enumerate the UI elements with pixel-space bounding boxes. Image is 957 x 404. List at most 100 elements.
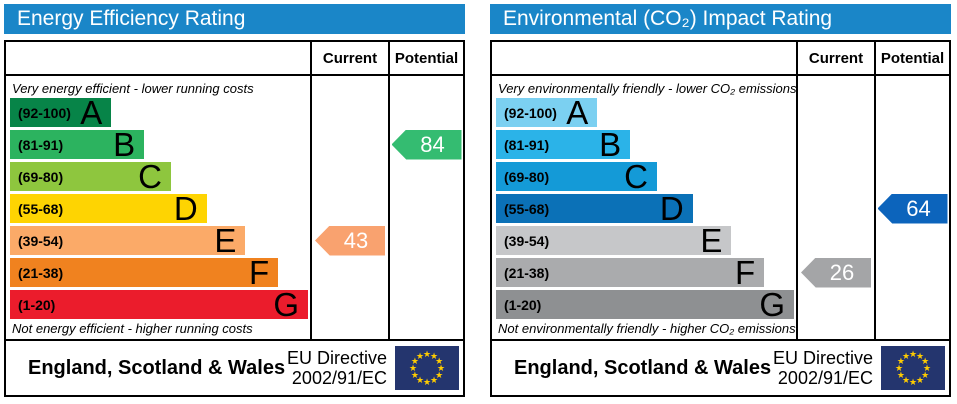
eu-flag-icon: ★ ★ ★ ★ ★ ★ ★ ★ ★ ★ ★ ★ <box>881 346 945 390</box>
potential-column-header: Potential <box>388 42 463 74</box>
top-note: Very energy efficient - lower running co… <box>12 81 254 96</box>
band-range-label: (92-100) <box>504 104 557 121</box>
rating-table: Current Potential Very energy efficient … <box>4 40 465 397</box>
band-letter: A <box>566 94 589 131</box>
rating-band-b: (81-91) B <box>496 126 631 163</box>
band-range-label: (81-91) <box>504 136 550 153</box>
eu-star-icon: ★ <box>422 377 432 387</box>
rating-band-d: (55-68) D <box>10 190 207 227</box>
band-range-label: (92-100) <box>18 104 71 121</box>
rating-bands: (92-100) A (81-91) B (69-80) C (55-68) D (39-54)… <box>6 94 310 323</box>
band-range-label: (21-38) <box>504 264 550 281</box>
eu-star-icon: ★ <box>429 350 439 361</box>
band-range-label: (39-54) <box>18 232 64 249</box>
band-letter: C <box>138 158 162 195</box>
band-letter: G <box>759 286 785 323</box>
eu-star-icon: ★ <box>415 375 425 386</box>
region-label: England, Scotland & Wales <box>514 356 772 379</box>
rating-band-e: (39-54) E <box>496 222 732 259</box>
eu-directive-line1: EU Directive <box>772 348 873 368</box>
eu-star-icon: ★ <box>915 375 925 386</box>
potential-value-column: 84 <box>388 76 463 339</box>
rating-band-a: (92-100) A <box>10 94 112 131</box>
eu-directive-label: EU Directive 2002/91/EC <box>287 348 387 388</box>
rating-bands: (92-100) A (81-91) B (69-80) C (55-68) D (39-54)… <box>492 94 796 323</box>
eu-star-icon: ★ <box>435 370 444 380</box>
band-letter: D <box>173 190 198 227</box>
rating-band-f: (21-38) F <box>10 254 279 291</box>
band-range-label: (39-54) <box>504 232 550 249</box>
band-letter: C <box>624 158 648 195</box>
eu-star-icon: ★ <box>415 350 425 361</box>
band-range-label: (55-68) <box>18 200 64 217</box>
rating-band-f: (21-38) F <box>496 254 765 291</box>
current-rating-arrow: 26 <box>801 257 871 288</box>
energy-efficiency-rating-panel: Energy Efficiency Rating Current Potenti… <box>4 4 465 397</box>
band-letter: B <box>599 126 622 163</box>
header-empty-cell <box>492 42 796 74</box>
top-note: Very environmentally friendly - lower CO… <box>498 81 797 96</box>
band-range-label: (69-80) <box>18 168 64 185</box>
band-range-label: (1-20) <box>504 296 542 313</box>
band-letter: B <box>113 126 136 163</box>
eu-star-icon: ★ <box>908 377 918 387</box>
current-column-header: Current <box>796 42 874 74</box>
band-range-label: (1-20) <box>18 296 56 313</box>
eu-directive-line2: 2002/91/EC <box>777 368 873 388</box>
rating-band-c: (69-80) C <box>496 158 657 195</box>
band-letter: G <box>273 286 299 323</box>
rating-band-e: (39-54) E <box>10 224 246 257</box>
table-header-row: Current Potential <box>492 42 949 76</box>
eu-star-icon: ★ <box>896 370 905 380</box>
eu-star-icon: ★ <box>894 363 904 373</box>
rating-scale-area: Very environmentally friendly - lower CO… <box>492 76 949 339</box>
current-value-column: 43 <box>310 76 388 339</box>
table-footer-row: England, Scotland & Wales EU Directive 2… <box>492 339 949 395</box>
rating-band-a: (92-100) A <box>496 94 598 131</box>
eu-star-icon: ★ <box>435 356 444 366</box>
band-letter: E <box>700 222 723 259</box>
eu-star-icon: ★ <box>901 350 911 361</box>
eu-star-icon: ★ <box>915 350 925 361</box>
region-label: England, Scotland & Wales <box>28 356 286 379</box>
band-letter: F <box>735 254 756 291</box>
rating-band-g: (1-20) G <box>496 286 794 323</box>
band-letter: F <box>249 254 270 291</box>
bands-column: Very energy efficient - lower running co… <box>6 76 310 339</box>
eu-star-icon: ★ <box>436 363 446 373</box>
eu-star-icon: ★ <box>922 363 932 373</box>
eu-flag-icon: ★ ★ ★ ★ ★ ★ ★ ★ ★ ★ ★ ★ <box>395 346 459 390</box>
eu-star-icon: ★ <box>896 356 905 366</box>
eu-star-icon: ★ <box>422 349 432 359</box>
eu-star-icon: ★ <box>901 375 911 386</box>
rating-band-b: (81-91) B <box>10 126 145 163</box>
potential-rating-arrow: 84 <box>391 129 462 160</box>
header-empty-cell <box>6 42 310 74</box>
eu-directive-label: EU Directive 2002/91/EC <box>773 348 873 388</box>
rating-table: Current Potential Very environmentally f… <box>490 40 951 397</box>
eu-star-icon: ★ <box>410 356 419 366</box>
band-range-label: (81-91) <box>18 136 64 153</box>
potential-rating-arrow: 64 <box>877 193 948 224</box>
eu-directive-line1: EU Directive <box>286 348 387 368</box>
bottom-note: Not energy efficient - higher running co… <box>12 321 253 336</box>
table-footer-row: England, Scotland & Wales EU Directive 2… <box>6 339 463 395</box>
current-column-header: Current <box>310 42 388 74</box>
band-range-label: (55-68) <box>504 200 550 217</box>
band-range-label: (69-80) <box>504 168 550 185</box>
band-letter: A <box>80 94 103 131</box>
eu-star-icon: ★ <box>921 356 930 366</box>
rating-band-c: (69-80) C <box>10 158 171 195</box>
eu-star-icon: ★ <box>429 375 439 386</box>
panel-title: Environmental (CO₂) Impact Rating <box>490 4 951 34</box>
panel-title: Energy Efficiency Rating <box>4 4 465 34</box>
bands-column: Very environmentally friendly - lower CO… <box>492 76 797 339</box>
rating-band-d: (55-68) D <box>496 190 693 227</box>
eu-star-icon: ★ <box>408 363 418 373</box>
bottom-note: Not environmentally friendly - higher CO… <box>498 321 796 336</box>
eu-directive-line2: 2002/91/EC <box>291 368 387 388</box>
band-letter: D <box>659 190 684 227</box>
band-range-label: (21-38) <box>18 264 64 281</box>
rating-scale-area: Very energy efficient - lower running co… <box>6 76 463 339</box>
